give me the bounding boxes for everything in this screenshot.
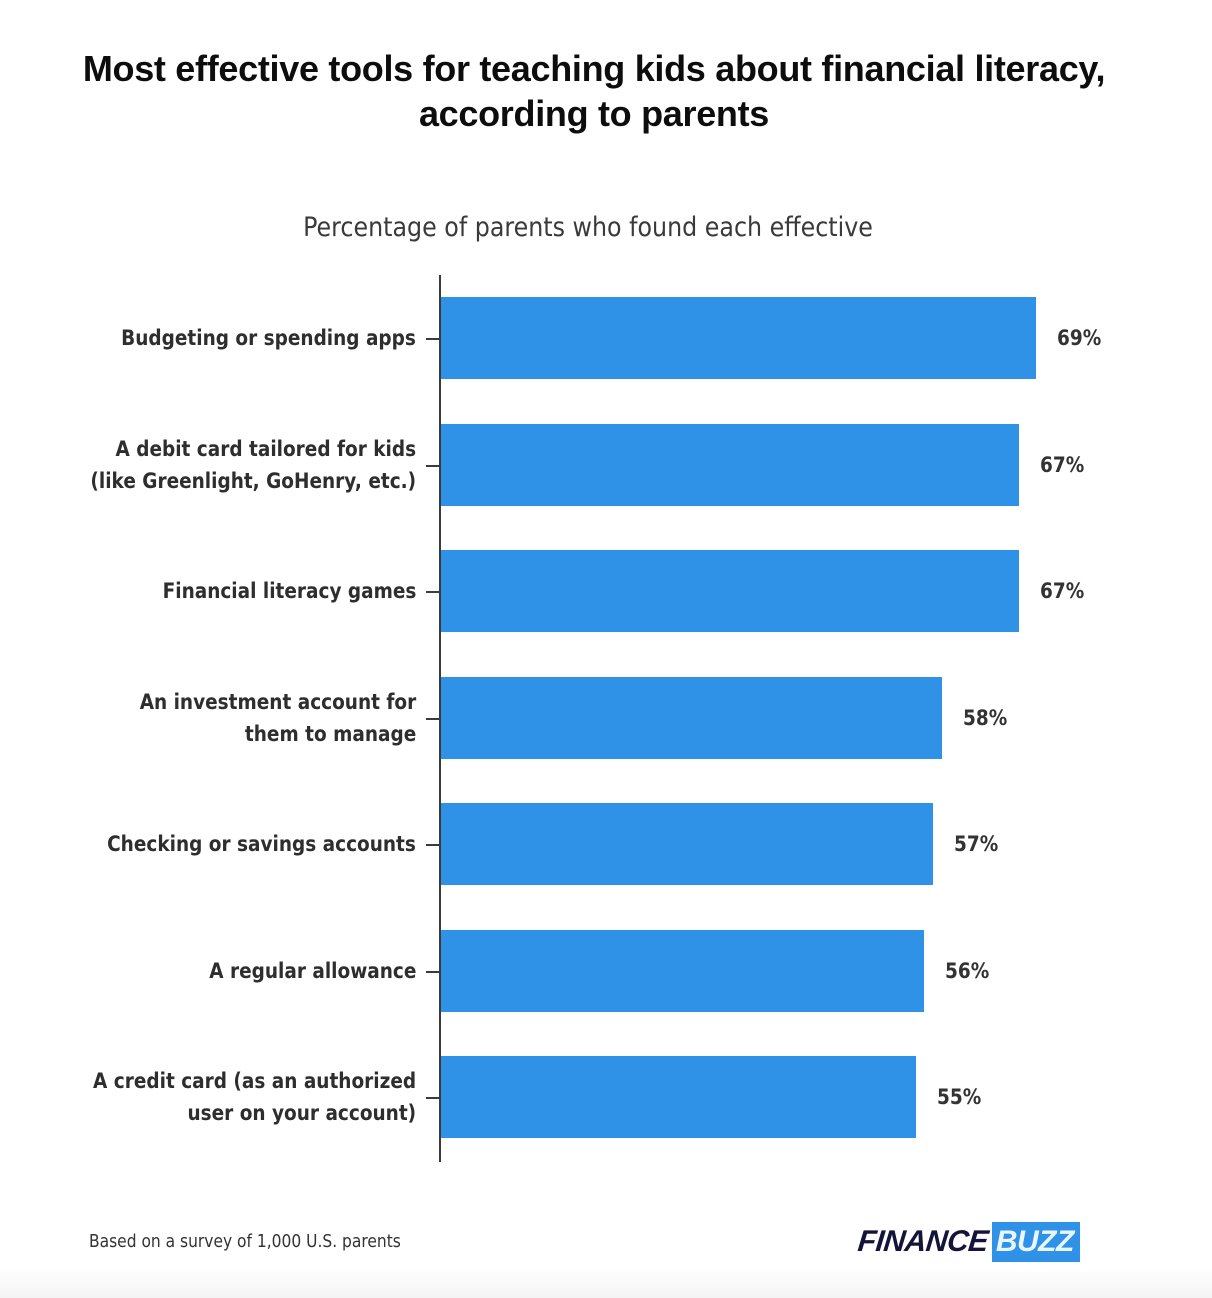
bar (441, 929, 924, 1012)
chart-title-line-1: Most effective tools for teaching kids a… (82, 48, 1106, 89)
bar (441, 297, 1036, 379)
axis-tick (426, 591, 439, 593)
axis-tick (426, 1097, 439, 1099)
chart-subtitle: Percentage of parents who found each eff… (303, 212, 873, 243)
value-label: 58% (963, 705, 1008, 730)
value-label: 67% (1040, 452, 1085, 477)
axis-tick (426, 464, 439, 467)
bar-row: Checking or savings accounts 57% (0, 803, 1212, 885)
financebuzz-logo: FINANCE BUZZ (856, 1222, 1080, 1262)
bar-row: A debit card tailored for kids (like Gre… (0, 423, 1212, 506)
value-label: 67% (1040, 579, 1085, 603)
bar-row: Financial literacy games 67% (0, 550, 1212, 632)
bar-row: An investment account for them to manage… (0, 676, 1212, 759)
bar (441, 676, 942, 759)
bar (441, 550, 1019, 632)
chart-title: Most effective tools for teaching kids a… (0, 46, 1188, 136)
axis-tick (426, 844, 439, 846)
category-label: Checking or savings accounts (107, 832, 416, 856)
bar-row: A regular allowance 56% (0, 929, 1212, 1012)
chart-title-line-2: according to parents (418, 93, 770, 134)
bar (441, 1056, 916, 1138)
value-label: 57% (954, 832, 999, 856)
category-label: A regular allowance (208, 958, 416, 983)
logo-text-finance: FINANCE (856, 1225, 990, 1258)
category-label: Financial literacy games (162, 579, 416, 603)
axis-tick (426, 338, 439, 340)
bar-row: A credit card (as an authorized user on … (0, 1056, 1212, 1138)
bottom-fade (0, 1268, 1212, 1298)
bar (441, 803, 933, 885)
category-label: A credit card (as an authorized user on … (92, 1069, 416, 1125)
category-label: An investment account for them to manage (139, 689, 416, 746)
y-axis-line (439, 275, 441, 1162)
value-label: 69% (1057, 326, 1102, 350)
axis-tick (426, 717, 439, 720)
bar (441, 423, 1019, 506)
bar-row: Budgeting or spending apps 69% (0, 297, 1212, 379)
category-label: Budgeting or spending apps (121, 326, 416, 350)
category-label: A debit card tailored for kids (like Gre… (90, 436, 416, 493)
axis-tick (426, 970, 439, 973)
value-label: 56% (945, 958, 990, 983)
survey-footnote: Based on a survey of 1,000 U.S. parents (89, 1231, 401, 1252)
logo-text-buzz: BUZZ (991, 1222, 1080, 1262)
value-label: 55% (937, 1085, 982, 1109)
